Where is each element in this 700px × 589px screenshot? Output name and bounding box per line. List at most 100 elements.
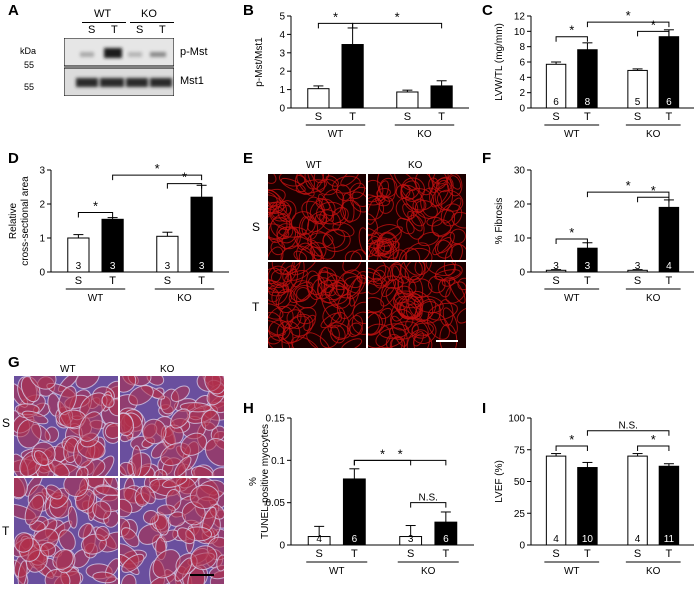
x-tick-label: S (75, 275, 82, 287)
cell-outline (310, 230, 336, 260)
significance-label: * (93, 199, 98, 214)
cell-outline (320, 312, 341, 329)
n-label: 6 (553, 97, 559, 108)
significance-label: * (569, 225, 574, 240)
cell-outline (291, 211, 316, 235)
significance-bracket (352, 22, 443, 29)
y-axis-label-line2: TUNEL-positive myocytes (260, 424, 271, 539)
x-tick-label: T (666, 111, 673, 123)
cell-outline (121, 553, 145, 573)
cell-outline (190, 545, 218, 571)
cell-outline (328, 285, 352, 309)
cell-outline (449, 175, 462, 190)
cell-outline (317, 271, 348, 291)
cell-outline (385, 333, 403, 348)
cell-outline (368, 323, 391, 348)
cell-outline (375, 238, 395, 256)
cell-outline (368, 271, 388, 287)
panel-label-e: E (243, 150, 254, 167)
cell-outline (128, 385, 154, 406)
cell-outline (319, 284, 345, 304)
significance-bracket (637, 30, 670, 37)
cell-outline (281, 326, 294, 348)
cell-outline (346, 274, 366, 300)
cell-outline (400, 180, 420, 200)
cell-outline (21, 410, 49, 425)
micrograph-e-wt-s (268, 174, 366, 260)
cell-outline (331, 175, 361, 194)
cell-outline (431, 219, 452, 238)
significance-bracket (637, 445, 670, 451)
y-axis-label: LVW/TL (mg/mm) (494, 23, 505, 101)
cell-outline (379, 307, 393, 320)
cell-outline (152, 549, 181, 579)
cell-outline (378, 323, 410, 339)
bar (307, 88, 330, 109)
blot-group-ko-label: KO (141, 8, 157, 20)
cell-outline (216, 554, 224, 572)
cell-outline (414, 298, 437, 323)
cell-outline (29, 376, 57, 390)
n-label: 8 (585, 97, 591, 108)
cell-outline (17, 560, 28, 584)
cell-outline (450, 243, 466, 260)
n-label: 11 (664, 534, 675, 545)
blot-marker-2: 55 (24, 82, 35, 92)
x-tick-label: T (349, 111, 356, 123)
cell-outline (296, 174, 315, 197)
y-tick-label: 4 (519, 73, 525, 84)
scale-bar-g (190, 574, 214, 576)
micrograph-e-col-wt: WT (306, 160, 322, 171)
bar (545, 455, 567, 546)
cell-outline (385, 286, 408, 311)
cell-outline (307, 174, 326, 192)
n-label: 10 (582, 534, 594, 545)
cell-outline (329, 324, 346, 344)
cell-outline (268, 201, 286, 214)
n-label: 6 (666, 97, 672, 108)
cell-outline (307, 232, 334, 249)
bar (658, 206, 680, 273)
scale-bar-e (436, 340, 458, 342)
cell-outline (190, 465, 214, 476)
cell-outline (436, 189, 464, 212)
cell-outline (268, 320, 286, 336)
panel-label-c: C (482, 2, 493, 19)
cell-outline (120, 412, 135, 437)
cell-outline (78, 411, 103, 442)
y-tick-label: 8 (519, 42, 525, 53)
n-label: 3 (408, 534, 414, 545)
significance-bracket (353, 459, 447, 466)
significance-bracket (555, 445, 588, 451)
cell-outline (394, 174, 417, 192)
cell-outline (75, 376, 100, 389)
group-label: WT (564, 129, 580, 140)
blot-lane-4: T (159, 24, 166, 36)
cell-outline (95, 525, 110, 542)
cell-outline (268, 283, 288, 297)
cell-outline (316, 279, 349, 305)
cell-outline (406, 329, 430, 348)
n-label: 4 (553, 534, 559, 545)
x-tick-label: S (552, 548, 559, 560)
y-tick-label: 6 (519, 58, 525, 69)
panel-label-g: G (8, 354, 20, 371)
bar (341, 44, 364, 109)
significance-label: * (333, 9, 338, 24)
cell-outline (170, 385, 190, 402)
group-label: WT (328, 129, 344, 140)
cell-outline (349, 191, 366, 213)
bar (396, 91, 419, 109)
y-tick-label: 0 (279, 541, 285, 552)
y-tick-label: 2 (279, 67, 285, 78)
x-tick-label: S (552, 275, 559, 287)
blot-band-label-mst1: Mst1 (180, 75, 204, 87)
cell-outline (268, 191, 278, 207)
y-axis-label: p-Mst/Mst1 (254, 37, 265, 87)
cell-outline (277, 200, 297, 223)
y-tick-label: 0 (519, 541, 525, 552)
cell-outline (376, 188, 391, 198)
bar (658, 36, 680, 109)
n-label: 4 (316, 534, 322, 545)
cell-outline (449, 228, 466, 245)
